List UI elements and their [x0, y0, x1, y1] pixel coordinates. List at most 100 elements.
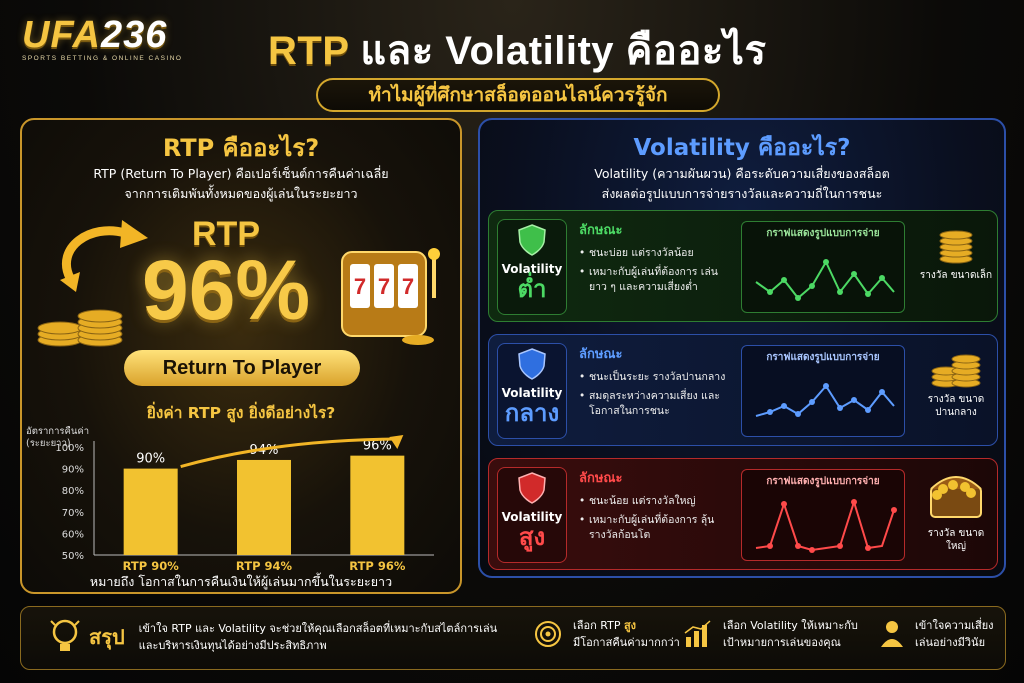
summary-bar: สรุป เข้าใจ RTP และ Volatility จะช่วยให้…: [20, 606, 1006, 670]
y-tick-label: 80%: [62, 486, 84, 497]
rtp-title: RTP คืออะไร?: [162, 134, 320, 162]
person-icon: [881, 621, 903, 647]
volatility-level: สูง: [518, 523, 546, 551]
brand-logo: UFA236 SPORTS BETTING & ONLINE CASINO: [22, 14, 182, 62]
chart-y-label: อัตราการคืนค่า (ระยะยาว): [26, 426, 90, 449]
vol-desc-line1: Volatility (ความผันผวน) คือระดับความเสี่…: [594, 166, 890, 181]
y-tick-label: 50%: [62, 551, 84, 562]
summary-tip-volatility: เลือก Volatility ให้เหมาะกับ เป้าหมายการ…: [683, 617, 858, 651]
tip-text-highlight: สูง: [623, 619, 637, 632]
summary-tip-risk: เข้าใจความเสี่ยง เล่นอย่างมีวินัย: [879, 617, 994, 651]
payout-line-chart: [755, 383, 895, 417]
volatility-badge-high: Volatility สูง: [497, 467, 567, 563]
volatility-panel: Volatility คืออะไร? Volatility (ความผันผ…: [478, 118, 1006, 578]
category-label: RTP 90%: [123, 559, 180, 573]
category-label: RTP 94%: [236, 559, 293, 573]
feature-bullet: ชนะบ่อย แต่รางวัลน้อย: [579, 246, 735, 261]
reward-label: รางวัล ขนาดเล็ก: [919, 270, 993, 281]
y-tick-label: 100%: [55, 443, 84, 454]
payout-graph: กราฟแสดงรูปแบบการจ่าย: [741, 469, 905, 561]
volatility-description: Volatility (ความผันผวน) คือระดับความเสี่…: [500, 164, 984, 204]
y-tick-label: 90%: [62, 465, 84, 476]
tip-text-b: เป้าหมายการเล่นของคุณ: [723, 636, 841, 649]
graph-title: กราฟแสดงรูปแบบการจ่าย: [766, 476, 880, 487]
volatility-title: Volatility คืออะไร?: [633, 135, 851, 161]
tip-text: เข้าใจความเสี่ยง เล่นอย่างมีวินัย: [915, 617, 994, 651]
logo-text: UFA: [22, 14, 101, 56]
summary-line1: เข้าใจ RTP และ Volatility จะช่วยให้คุณเล…: [138, 622, 498, 635]
bar-value-label: 96%: [363, 439, 392, 454]
bar: [123, 468, 178, 555]
logo-tagline: SPORTS BETTING & ONLINE CASINO: [22, 55, 183, 62]
tip-text: เลือก Volatility ให้เหมาะกับ เป้าหมายการ…: [723, 617, 858, 651]
tip-text-a: เลือก RTP: [573, 619, 624, 632]
volatility-badge-medium: Volatility กลาง: [497, 343, 567, 439]
svg-text:7: 7: [378, 274, 390, 299]
bar: [237, 459, 291, 555]
tip-text: เลือก RTP สูง มีโอกาสคืนค่ามากกว่า: [573, 617, 680, 651]
title-rtp: RTP: [268, 29, 349, 73]
volatility-row-medium: Volatility กลาง ลักษณะ ชนะเป็นระยะ รางวั…: [488, 334, 998, 446]
reward-label: รางวัล ขนาดใหญ่: [927, 528, 985, 552]
category-label: RTP 96%: [349, 559, 406, 573]
summary-line2: และบริหารเงินทุนได้อย่างมีประสิทธิภาพ: [138, 639, 327, 652]
feature-bullet: ชนะน้อย แต่รางวัลใหญ่: [579, 494, 735, 509]
graph-title: กราฟแสดงรูปแบบการจ่าย: [766, 228, 880, 239]
treasure-chest-icon: [930, 476, 982, 518]
rtp-value: 96%: [142, 243, 311, 337]
coin-stack-icon: [37, 309, 123, 347]
summary-main: สรุป เข้าใจ RTP และ Volatility จะช่วยให้…: [49, 617, 497, 657]
feature-heading: ลักษณะ: [579, 471, 623, 486]
feature-list: ลักษณะ ชนะเป็นระยะ รางวัลปานกลาง สมดุลระ…: [579, 343, 735, 423]
shield-icon: [518, 472, 546, 504]
feature-bullet: เหมาะกับผู้เล่นที่ต้องการ ลุ้นรางวัลก้อน…: [579, 513, 735, 543]
volatility-row-low: Volatility ต่ำ ลักษณะ ชนะบ่อย แต่รางวัลน…: [488, 210, 998, 322]
coin-stack-icon: [931, 354, 981, 388]
tip-text-a: เลือก Volatility ให้เหมาะกับ: [723, 619, 858, 632]
feature-bullet: สมดุลระหว่างความเสี่ยง และโอกาสในการชนะ: [579, 389, 735, 419]
rtp-panel: RTP คืออะไร? RTP (Return To Player) คือเ…: [20, 118, 462, 594]
rtp-pill: Return To Player: [124, 350, 360, 386]
y-tick-label: 60%: [62, 529, 84, 540]
payout-graph: กราฟแสดงรูปแบบการจ่าย: [741, 345, 905, 437]
volatility-badge-low: Volatility ต่ำ: [497, 219, 567, 315]
shield-icon: [518, 348, 546, 380]
volatility-row-high: Volatility สูง ลักษณะ ชนะน้อย แต่รางวัลใ…: [488, 458, 998, 570]
shield-icon: [518, 224, 546, 256]
page-title: RTP และ Volatility คืออะไร: [268, 18, 767, 82]
logo-number: 236: [101, 14, 168, 56]
feature-bullet: เหมาะกับผู้เล่นที่ต้องการ เล่นยาว ๆ และค…: [579, 265, 735, 295]
cycle-arrow-icon: [60, 220, 148, 292]
volatility-label: Volatility: [501, 386, 563, 400]
volatility-level: ต่ำ: [517, 275, 547, 303]
chart-note: หมายถึง โอกาสในการคืนเงินให้ผู้เล่นมากขึ…: [89, 574, 393, 589]
payout-graph: กราฟแสดงรูปแบบการจ่าย: [741, 221, 905, 313]
rtp-description: RTP (Return To Player) คือเปอร์เซ็นต์การ…: [42, 164, 440, 204]
tip-text-b: เล่นอย่างมีวินัย: [915, 636, 986, 649]
reward-size: รางวัล ขนาดใหญ่: [919, 463, 993, 553]
reward-size: รางวัล ขนาดปานกลาง: [919, 339, 993, 419]
lightbulb-icon: [50, 619, 80, 651]
trend-arrow-head: [389, 435, 404, 449]
rtp-question: ยิ่งค่า RTP สูง ยิ่งดีอย่างไร?: [146, 404, 336, 422]
feature-list: ลักษณะ ชนะน้อย แต่รางวัลใหญ่ เหมาะกับผู้…: [579, 467, 735, 547]
summary-text: เข้าใจ RTP และ Volatility จะช่วยให้คุณเล…: [139, 620, 497, 654]
tip-text-a: เข้าใจความเสี่ยง: [915, 619, 994, 632]
rtp-desc-line2: จากการเติมพันทั้งหมดของผู้เล่นในระยะยาว: [124, 186, 358, 201]
bar: [350, 455, 405, 555]
reward-size: รางวัล ขนาดเล็ก: [919, 215, 993, 282]
trend-arrow: [180, 437, 398, 469]
rtp-desc-line1: RTP (Return To Player) คือเปอร์เซ็นต์การ…: [93, 166, 389, 181]
rtp-label: RTP: [192, 215, 260, 253]
page-subtitle: ทำไมผู้ที่ศึกษาสล็อตออนไลน์ควรรู้จัก: [316, 78, 720, 112]
summary-tip-rtp: เลือก RTP สูง มีโอกาสคืนค่ามากกว่า: [533, 617, 680, 651]
tip-text-b: มีโอกาสคืนค่ามากกว่า: [573, 636, 680, 649]
feature-heading: ลักษณะ: [579, 223, 623, 238]
title-rest: และ Volatility คืออะไร: [348, 29, 767, 73]
slot-machine-icon: 7 7 7: [341, 248, 440, 345]
svg-text:7: 7: [354, 274, 366, 299]
volatility-label: Volatility: [501, 262, 563, 276]
payout-line-chart: [755, 498, 897, 553]
bar-value-label: 90%: [136, 452, 165, 467]
volatility-level: กลาง: [504, 399, 560, 427]
